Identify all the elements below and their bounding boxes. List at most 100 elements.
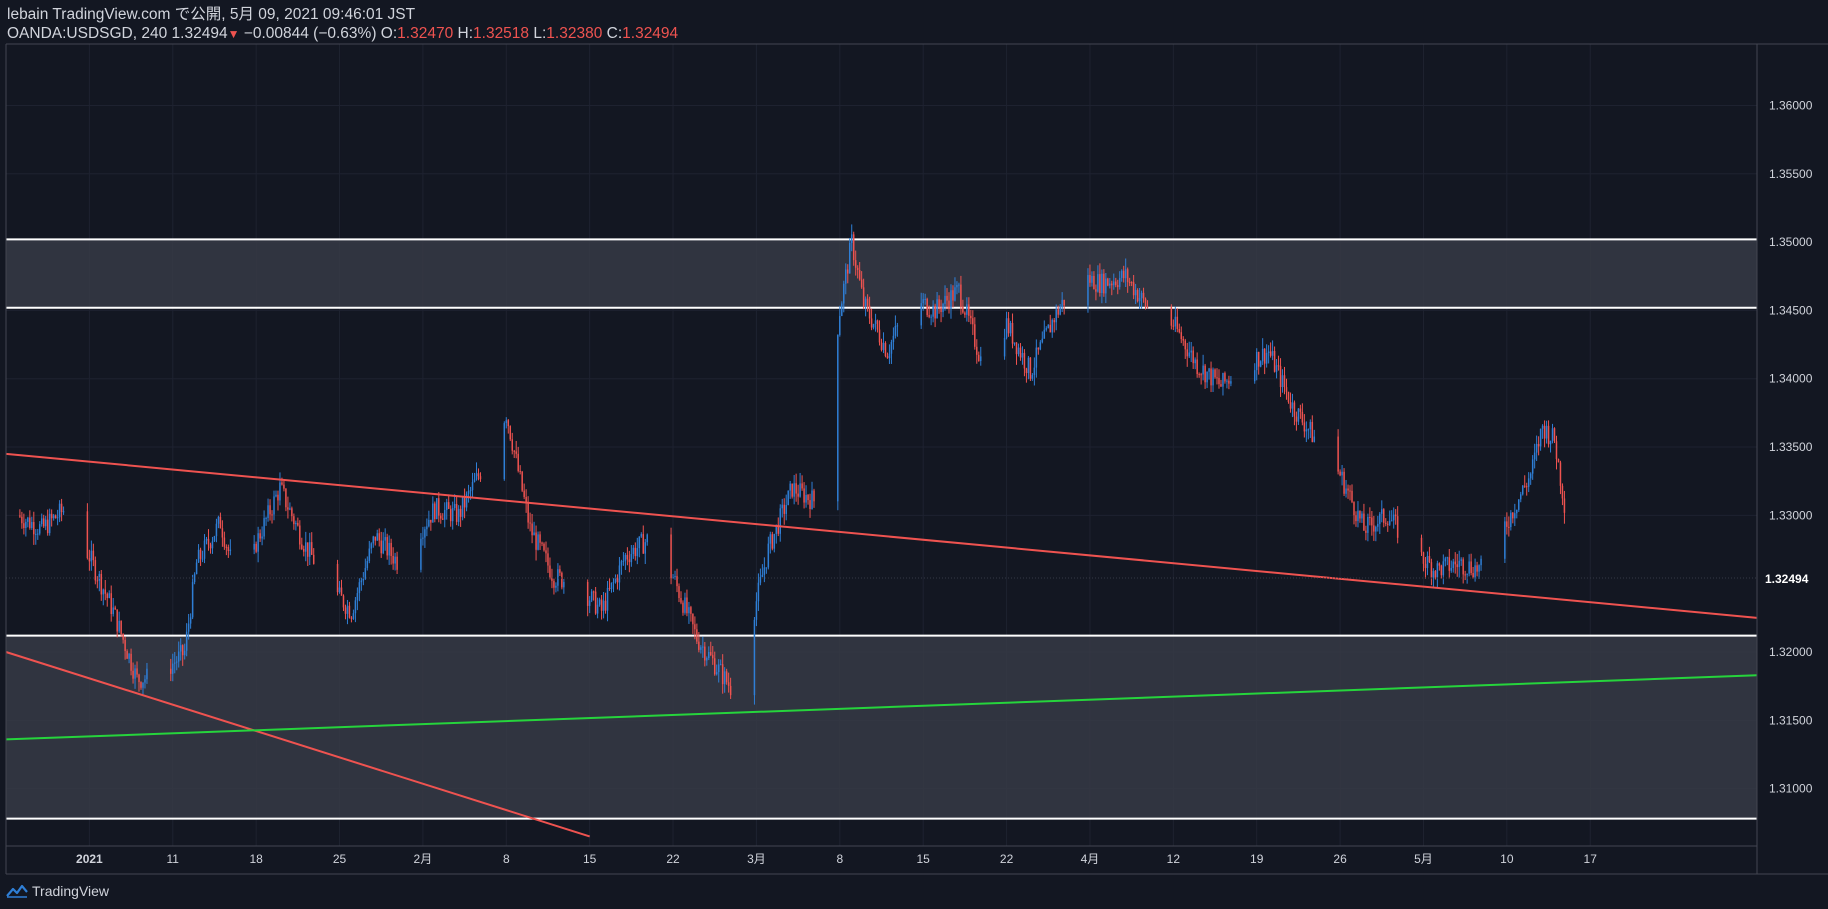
time-tick-label-7: 22 — [666, 852, 680, 866]
candle-114 — [310, 532, 313, 556]
time-tick-label-8: 3月 — [747, 852, 766, 866]
candle-369 — [1013, 342, 1016, 346]
candle-228 — [624, 552, 627, 570]
candle-91 — [265, 516, 267, 526]
candle-457 — [1253, 363, 1256, 384]
last-price-label: 1.32494 — [1765, 572, 1809, 586]
candle-354 — [962, 299, 964, 314]
candle-544 — [1470, 553, 1472, 576]
candle-439 — [1196, 352, 1198, 378]
low-value: 1.32380 — [546, 25, 603, 42]
candle-133 — [370, 542, 373, 554]
candle-333 — [920, 292, 922, 329]
candle-386 — [1047, 324, 1050, 329]
candle-373 — [1021, 346, 1024, 365]
candle-300 — [811, 481, 813, 510]
candle-475 — [1289, 392, 1292, 413]
candle-399 — [1095, 284, 1097, 301]
candle-51 — [142, 682, 144, 695]
candle-485 — [1309, 419, 1312, 438]
candle-393 — [1061, 292, 1063, 313]
candle-463 — [1265, 344, 1268, 368]
candle-159 — [443, 502, 446, 528]
candle-57 — [175, 656, 178, 671]
candle-285 — [781, 498, 783, 518]
candle-449 — [1216, 368, 1218, 385]
candle-528 — [1438, 562, 1441, 571]
candle-185 — [517, 446, 519, 473]
candle-129 — [362, 572, 365, 586]
symbol-legend[interactable]: OANDA:USDSGD, 240 1.32494▼ −0.00844 (−0.… — [7, 24, 1828, 44]
candle-384 — [1043, 320, 1046, 339]
candle-258 — [706, 656, 708, 666]
close-label: C: — [606, 25, 623, 42]
candle-274 — [759, 568, 762, 586]
candle-85 — [253, 535, 255, 555]
candle-81 — [223, 531, 226, 550]
candle-411 — [1118, 271, 1121, 290]
candle-539 — [1460, 557, 1462, 566]
candle-444 — [1206, 371, 1208, 389]
candle-323 — [878, 320, 881, 346]
candle-549 — [1480, 555, 1482, 571]
candle-307 — [847, 264, 849, 284]
time-tick-label-3: 25 — [333, 852, 347, 866]
candle-552 — [1508, 516, 1510, 537]
candle-533 — [1448, 548, 1451, 579]
candle-189 — [525, 489, 527, 513]
tradingview-brand[interactable]: TradingView — [32, 883, 110, 899]
candle-308 — [848, 237, 851, 274]
candle-269 — [727, 672, 730, 693]
candle-483 — [1305, 421, 1308, 443]
horizontal-zones[interactable] — [6, 238, 1757, 820]
time-tick-label-5: 8 — [503, 852, 510, 866]
candle-465 — [1269, 342, 1272, 358]
candle-139 — [382, 532, 384, 555]
candle-377 — [1029, 357, 1032, 381]
candle-245 — [680, 591, 682, 605]
candle-173 — [471, 472, 474, 499]
candle-501 — [1363, 503, 1365, 531]
candle-349 — [952, 285, 954, 308]
candle-142 — [388, 535, 390, 565]
candle-523 — [1428, 546, 1431, 564]
candle-471 — [1281, 369, 1284, 393]
candle-249 — [688, 601, 690, 624]
candle-130 — [364, 558, 367, 580]
candle-537 — [1456, 553, 1458, 577]
candle-58 — [177, 641, 180, 668]
candle-499 — [1359, 510, 1361, 523]
candle-199 — [545, 541, 547, 563]
candle-424 — [1144, 297, 1147, 310]
candle-200 — [547, 547, 549, 573]
candle-363 — [980, 346, 982, 366]
candle-102 — [287, 496, 289, 519]
candle-117 — [338, 581, 341, 594]
time-tick-label-1: 11 — [167, 852, 180, 866]
candle-80 — [221, 520, 224, 547]
candle-235 — [638, 536, 641, 558]
candle-318 — [868, 296, 871, 324]
candle-186 — [519, 465, 521, 475]
candle-417 — [1130, 281, 1133, 287]
trend-lines[interactable] — [5, 452, 1758, 838]
candle-296 — [803, 482, 805, 509]
candle-104 — [291, 506, 293, 522]
candle-303 — [839, 305, 841, 337]
candle-509 — [1379, 512, 1381, 535]
zone-fill-1 — [6, 635, 1757, 819]
symbol-name[interactable]: OANDA:USDSGD, 240 — [7, 25, 168, 42]
candle-355 — [964, 311, 966, 318]
price-tick-label-3: 1.34500 — [1769, 303, 1813, 317]
candle-241 — [672, 574, 674, 579]
price-tick-label-8: 1.31500 — [1769, 713, 1813, 727]
candle-247 — [684, 592, 686, 615]
candle-560 — [1523, 475, 1526, 488]
candle-18 — [54, 514, 57, 519]
footer-branding[interactable]: TradingView — [6, 881, 109, 901]
price-axis[interactable] — [1757, 44, 1828, 874]
candle-398 — [1093, 271, 1095, 290]
candle-11 — [40, 513, 43, 527]
candle-505 — [1371, 510, 1373, 536]
